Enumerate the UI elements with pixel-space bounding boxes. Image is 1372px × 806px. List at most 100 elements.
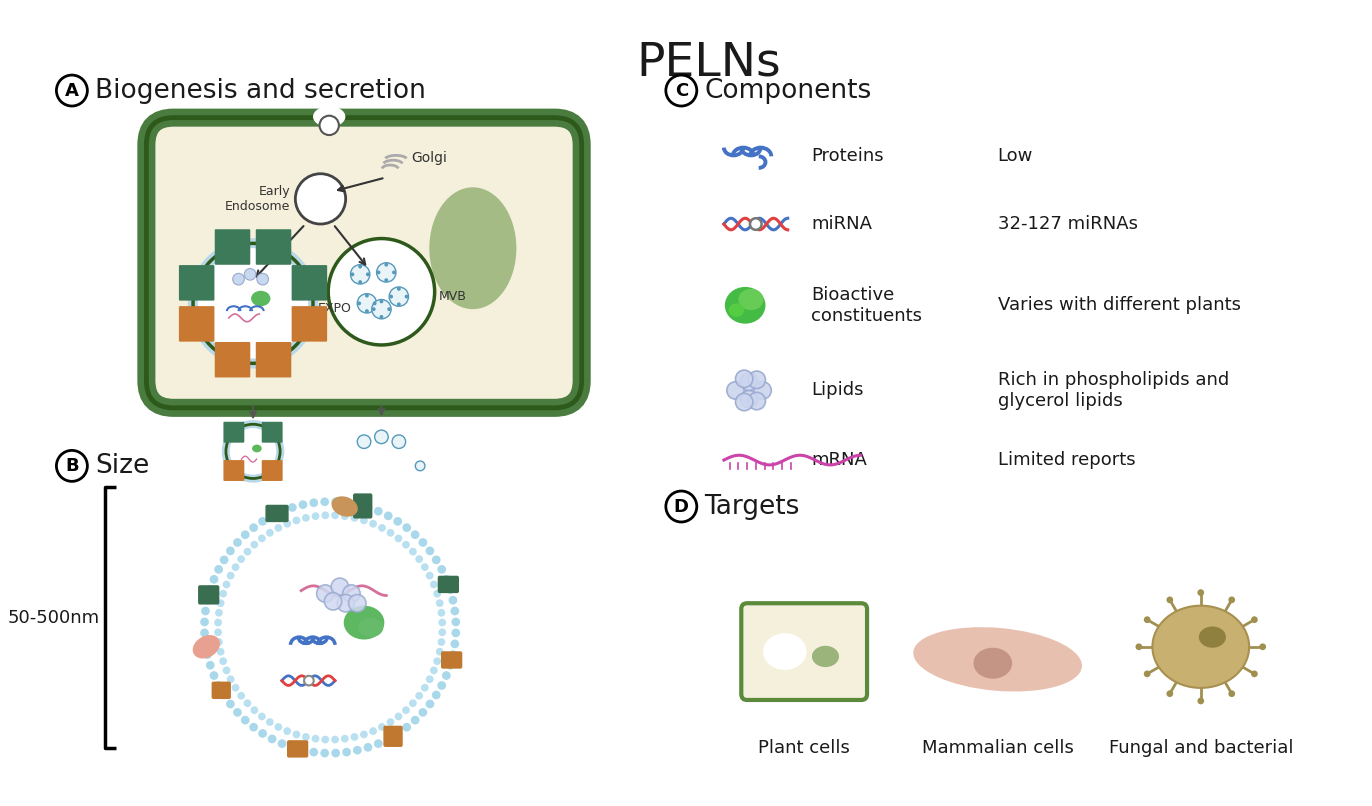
Circle shape <box>343 585 361 602</box>
Ellipse shape <box>332 496 358 517</box>
Circle shape <box>748 393 766 409</box>
Circle shape <box>450 639 460 648</box>
Text: Lipids: Lipids <box>811 381 863 400</box>
Circle shape <box>753 382 771 399</box>
FancyBboxPatch shape <box>178 265 214 301</box>
FancyBboxPatch shape <box>198 585 220 604</box>
Circle shape <box>215 609 222 617</box>
FancyBboxPatch shape <box>255 229 291 264</box>
Circle shape <box>384 263 388 267</box>
Text: D: D <box>674 497 689 516</box>
Circle shape <box>258 729 268 737</box>
Circle shape <box>375 430 388 443</box>
Circle shape <box>436 648 443 655</box>
Circle shape <box>222 667 230 675</box>
Circle shape <box>241 530 250 539</box>
Circle shape <box>210 671 218 680</box>
Circle shape <box>1144 671 1151 677</box>
Circle shape <box>206 585 214 594</box>
Circle shape <box>387 529 394 537</box>
Ellipse shape <box>251 291 270 306</box>
Circle shape <box>402 706 410 714</box>
Ellipse shape <box>812 646 840 667</box>
Circle shape <box>1228 596 1235 603</box>
Text: Plant cells: Plant cells <box>759 739 851 758</box>
Circle shape <box>331 736 339 743</box>
Circle shape <box>418 538 427 546</box>
Circle shape <box>373 301 376 305</box>
Circle shape <box>226 546 235 555</box>
Circle shape <box>1136 643 1143 650</box>
Circle shape <box>1228 690 1235 697</box>
FancyBboxPatch shape <box>438 575 460 593</box>
Circle shape <box>451 629 460 638</box>
Circle shape <box>210 575 218 584</box>
Circle shape <box>203 596 211 604</box>
Circle shape <box>310 748 318 757</box>
Circle shape <box>237 692 246 700</box>
Ellipse shape <box>974 648 1013 679</box>
Text: miRNA: miRNA <box>811 215 873 233</box>
Circle shape <box>302 733 310 741</box>
Circle shape <box>410 530 420 539</box>
Circle shape <box>380 315 383 319</box>
Circle shape <box>1259 643 1266 650</box>
Circle shape <box>324 592 342 610</box>
Circle shape <box>741 390 757 408</box>
Text: Targets: Targets <box>705 493 800 520</box>
Circle shape <box>266 718 274 726</box>
Circle shape <box>402 723 412 732</box>
FancyBboxPatch shape <box>353 493 372 518</box>
Circle shape <box>416 692 423 700</box>
Circle shape <box>379 723 386 731</box>
FancyBboxPatch shape <box>224 422 244 442</box>
Circle shape <box>217 648 225 655</box>
Circle shape <box>390 287 409 306</box>
Circle shape <box>375 507 383 516</box>
Circle shape <box>200 629 209 638</box>
Circle shape <box>268 734 276 743</box>
Circle shape <box>251 541 258 549</box>
Ellipse shape <box>192 635 220 659</box>
Circle shape <box>432 691 440 700</box>
Circle shape <box>369 727 377 735</box>
Circle shape <box>416 555 423 563</box>
Circle shape <box>449 596 457 604</box>
Circle shape <box>348 595 366 612</box>
Circle shape <box>384 278 388 282</box>
Text: PELNs: PELNs <box>637 40 781 85</box>
Circle shape <box>226 424 280 479</box>
Text: C: C <box>675 81 687 100</box>
Circle shape <box>421 563 428 571</box>
Circle shape <box>220 691 229 700</box>
Circle shape <box>226 700 235 708</box>
FancyBboxPatch shape <box>262 422 283 442</box>
Circle shape <box>425 571 434 580</box>
Circle shape <box>220 658 226 665</box>
FancyBboxPatch shape <box>215 342 250 377</box>
Circle shape <box>277 739 287 748</box>
Circle shape <box>302 514 310 521</box>
Circle shape <box>416 461 425 471</box>
Circle shape <box>244 268 257 280</box>
Circle shape <box>357 293 376 313</box>
Circle shape <box>321 512 329 519</box>
Circle shape <box>402 541 410 549</box>
Circle shape <box>394 729 402 737</box>
Circle shape <box>1166 690 1173 697</box>
FancyBboxPatch shape <box>265 505 288 522</box>
Circle shape <box>439 629 446 636</box>
Circle shape <box>214 565 224 574</box>
Text: 50-500nm: 50-500nm <box>8 609 100 627</box>
Circle shape <box>402 523 412 532</box>
Text: B: B <box>64 457 78 475</box>
Text: MVB: MVB <box>439 290 466 303</box>
Circle shape <box>258 517 268 526</box>
Circle shape <box>251 706 258 714</box>
Circle shape <box>727 382 744 399</box>
FancyBboxPatch shape <box>224 460 244 481</box>
Circle shape <box>436 600 443 607</box>
FancyBboxPatch shape <box>211 682 230 699</box>
Circle shape <box>284 520 291 528</box>
Circle shape <box>1198 589 1205 596</box>
